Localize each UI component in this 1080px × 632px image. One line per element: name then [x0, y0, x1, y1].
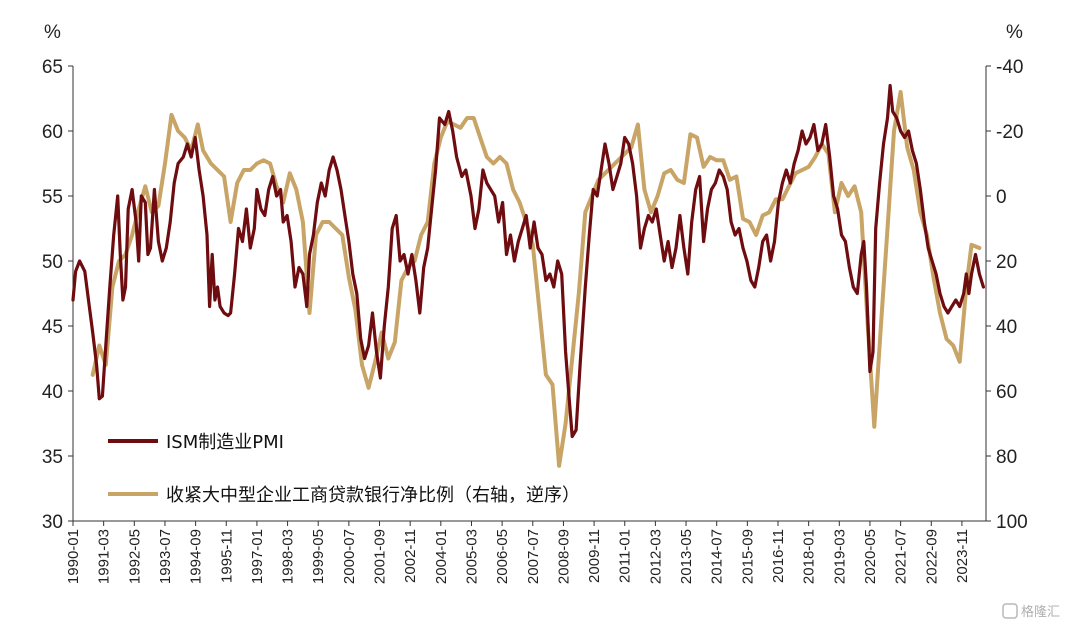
x-tick-label: 2018-01 [801, 529, 818, 584]
x-tick-label: 2022-09 [923, 529, 940, 584]
right-tick-label: -40 [996, 57, 1023, 78]
x-tick-label: 2002-11 [402, 529, 419, 583]
x-tick-label: 1992-05 [126, 529, 143, 584]
series-line-lending [90, 90, 982, 468]
x-tick-label: 2023-11 [954, 529, 971, 583]
watermark-text: 格隆汇 [1021, 604, 1060, 620]
right-tick-label: 100 [996, 512, 1028, 533]
x-tick-label: 2008-09 [555, 529, 572, 584]
left-tick-label: 65 [42, 57, 63, 78]
x-tick-label: 2021-07 [893, 529, 910, 584]
x-tick-label: 1993-07 [157, 529, 174, 584]
x-axis: 1990-01 1991-03 1992-05 1993-07 1994-09 1995-… [65, 520, 986, 584]
right-tick-label: 60 [996, 382, 1017, 403]
legend-item-lending: 收紧大中型企业工商贷款银行净比例（右轴，逆序） [108, 485, 580, 506]
left-tick-label: 55 [42, 187, 63, 208]
legend: ISM制造业PMI 收紧大中型企业工商贷款银行净比例（右轴，逆序） [108, 432, 580, 506]
watermark: 格隆汇 [1002, 603, 1060, 620]
x-tick-label: 1999-05 [310, 529, 327, 584]
left-tick-label: 40 [42, 382, 63, 403]
right-tick-label: 0 [996, 187, 1007, 208]
legend-label-pmi: ISM制造业PMI [166, 432, 284, 453]
right-tick-label: 20 [996, 252, 1017, 273]
series-layer [71, 83, 985, 468]
x-tick-label: 2012-03 [647, 529, 664, 584]
x-tick-label: 2005-03 [463, 529, 480, 584]
left-tick-label: 50 [42, 252, 63, 273]
left-axis-unit: % [44, 22, 61, 43]
right-axis: -40 -20 0 20 40 60 80 100 [985, 57, 1028, 533]
left-axis: 65 60 55 50 45 40 35 30 [42, 57, 74, 533]
x-tick-label: 2009-11 [586, 529, 603, 583]
x-tick-label: 2006-05 [494, 529, 511, 584]
right-tick-label: -20 [996, 122, 1023, 143]
watermark-logo-icon [1002, 603, 1018, 619]
x-tick-label: 1991-03 [96, 529, 113, 584]
left-tick-label: 45 [42, 317, 63, 338]
x-tick-label: 1995-11 [218, 529, 235, 583]
x-tick-label: 2007-07 [525, 529, 542, 584]
series-line-pmi [71, 83, 985, 439]
legend-label-lending: 收紧大中型企业工商贷款银行净比例（右轴，逆序） [166, 485, 580, 506]
left-tick-label: 60 [42, 122, 63, 143]
right-tick-label: 40 [996, 317, 1017, 338]
legend-item-pmi: ISM制造业PMI [108, 432, 284, 453]
x-tick-label: 2013-05 [678, 529, 695, 584]
x-tick-label: 1997-01 [249, 529, 266, 584]
x-tick-label: 2011-01 [617, 529, 634, 583]
left-tick-label: 30 [42, 512, 63, 533]
x-tick-label: 1990-01 [65, 529, 82, 584]
x-tick-label: 2015-09 [739, 529, 756, 584]
right-tick-label: 80 [996, 447, 1017, 468]
x-tick-label: 2014-07 [709, 529, 726, 584]
right-axis-unit: % [1006, 22, 1023, 43]
x-tick-label: 2020-05 [862, 529, 879, 584]
x-tick-label: 2004-01 [433, 529, 450, 584]
x-tick-label: 2000-07 [341, 529, 358, 584]
x-tick-label: 1994-09 [188, 529, 205, 584]
x-tick-label: 1998-03 [280, 529, 297, 584]
x-tick-label: 2016-11 [770, 529, 787, 583]
x-tick-label: 2019-03 [831, 529, 848, 584]
x-tick-label: 2001-09 [372, 529, 389, 584]
left-tick-label: 35 [42, 447, 63, 468]
